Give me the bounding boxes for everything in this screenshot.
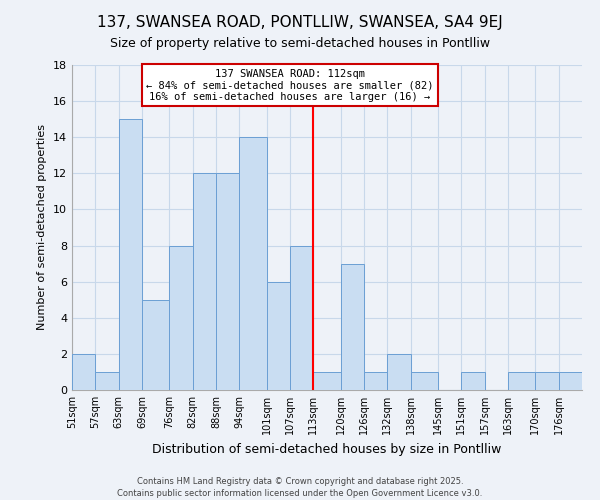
Bar — [290, 246, 313, 390]
Bar — [95, 372, 119, 390]
Bar — [119, 119, 142, 390]
Bar — [508, 372, 535, 390]
Text: 137 SWANSEA ROAD: 112sqm
← 84% of semi-detached houses are smaller (82)
16% of s: 137 SWANSEA ROAD: 112sqm ← 84% of semi-d… — [146, 68, 434, 102]
Text: Contains HM Land Registry data © Crown copyright and database right 2025.
Contai: Contains HM Land Registry data © Crown c… — [118, 476, 482, 498]
Bar — [216, 174, 239, 390]
Y-axis label: Number of semi-detached properties: Number of semi-detached properties — [37, 124, 47, 330]
Bar — [535, 372, 559, 390]
Bar — [266, 282, 290, 390]
Bar — [193, 174, 216, 390]
Text: 137, SWANSEA ROAD, PONTLLIW, SWANSEA, SA4 9EJ: 137, SWANSEA ROAD, PONTLLIW, SWANSEA, SA… — [97, 15, 503, 30]
Bar — [142, 300, 169, 390]
Bar — [169, 246, 193, 390]
Bar — [388, 354, 411, 390]
Bar — [559, 372, 582, 390]
X-axis label: Distribution of semi-detached houses by size in Pontlliw: Distribution of semi-detached houses by … — [152, 442, 502, 456]
Bar — [72, 354, 95, 390]
Bar — [313, 372, 341, 390]
Bar — [239, 137, 266, 390]
Text: Size of property relative to semi-detached houses in Pontlliw: Size of property relative to semi-detach… — [110, 38, 490, 51]
Bar — [411, 372, 438, 390]
Bar — [364, 372, 388, 390]
Bar — [461, 372, 485, 390]
Bar — [341, 264, 364, 390]
